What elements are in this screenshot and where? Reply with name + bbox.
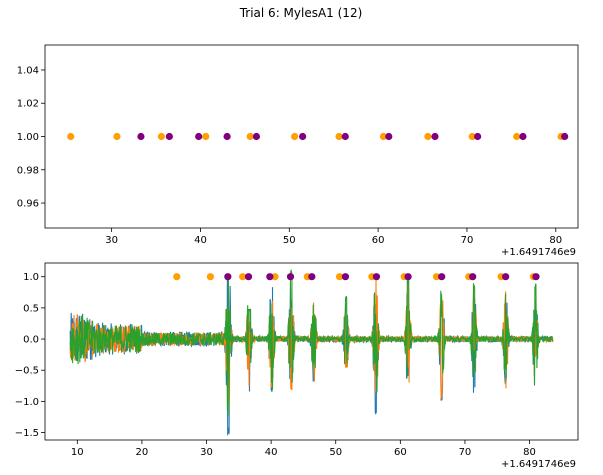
- top-point-orange: [291, 132, 299, 141]
- top-point-purple: [474, 132, 482, 141]
- bottom-marker-purple: [286, 273, 295, 281]
- bottom-xtick-label: 60: [394, 447, 407, 458]
- bottom-marker-purple: [502, 273, 510, 281]
- top-scatter-axes: 30 40 50 60 70 80 0.96 0.98 1.00 1.02 1.04 +1.64917…: [17, 44, 579, 258]
- top-xtick-label: 50: [283, 235, 296, 246]
- bottom-marker-purple: [224, 273, 232, 281]
- top-frame: [44, 44, 579, 229]
- bottom-ytick-label: 0.5: [23, 303, 39, 314]
- top-point-orange: [246, 132, 254, 141]
- bottom-marker-orange: [206, 273, 214, 281]
- bottom-marker-orange: [432, 273, 441, 281]
- bottom-series-line-3: [69, 269, 554, 416]
- figure-title: Trial 6: MylesA1 (12): [239, 6, 363, 20]
- bottom-ytick-label: −1.5: [15, 428, 39, 439]
- bottom-marker-purple: [308, 273, 316, 281]
- top-xtick-label: 70: [461, 235, 474, 246]
- top-ytick-label: 0.96: [17, 199, 39, 210]
- bottom-xtick-label: 30: [200, 447, 213, 458]
- bottom-marker-purple: [341, 273, 350, 281]
- bottom-marker-purple: [438, 273, 446, 281]
- bottom-xtick-label: 40: [265, 447, 278, 458]
- top-point-orange: [335, 132, 343, 141]
- top-point-purple: [223, 132, 231, 141]
- top-point-purple: [561, 132, 569, 141]
- top-point-orange: [67, 132, 75, 141]
- bottom-line-axes: 10 20 30 40 50 60 70 80 −1.5 −1.0 −0.5 0.0 0.5 1.0 +1.…: [15, 262, 579, 470]
- bottom-offset-label: +1.6491746e9: [501, 459, 576, 470]
- top-point-purple: [137, 132, 145, 141]
- bottom-marker-purple: [372, 273, 381, 281]
- bottom-xtick-label: 70: [459, 447, 472, 458]
- bottom-marker-purple: [266, 273, 274, 281]
- bottom-plot-area: [69, 269, 554, 436]
- bottom-ytick-label: −1.0: [15, 397, 39, 408]
- bottom-marker-orange: [336, 273, 344, 281]
- bottom-ytick-label: −0.5: [15, 366, 39, 377]
- top-point-purple: [299, 132, 307, 141]
- bottom-marker-orange: [173, 273, 181, 281]
- top-point-orange: [157, 132, 165, 141]
- top-point-orange: [468, 132, 476, 141]
- top-point-purple: [385, 132, 393, 141]
- top-xtick-label: 60: [372, 235, 385, 246]
- top-xtick-label: 80: [549, 235, 562, 246]
- top-point-purple: [195, 132, 203, 141]
- top-ytick-label: 1.00: [17, 132, 39, 143]
- top-ytick-label: 0.98: [17, 165, 39, 176]
- bottom-marker-orange: [271, 273, 279, 281]
- top-xtick-label: 30: [105, 235, 118, 246]
- bottom-marker-purple: [244, 273, 253, 281]
- top-point-orange: [113, 132, 121, 141]
- top-point-purple: [431, 132, 439, 141]
- top-point-purple: [165, 132, 173, 141]
- top-ytick-label: 1.04: [17, 65, 39, 76]
- top-point-orange: [424, 132, 432, 141]
- top-point-purple: [519, 132, 527, 141]
- bottom-frame: [44, 262, 579, 441]
- bottom-xtick-label: 10: [71, 447, 84, 458]
- top-offset-label: +1.6491746e9: [501, 247, 576, 258]
- bottom-marker-orange: [239, 273, 247, 281]
- top-ytick-label: 1.02: [17, 99, 39, 110]
- top-point-purple: [341, 132, 349, 141]
- top-point-purple: [252, 132, 261, 141]
- bottom-ytick-label: 0.0: [23, 335, 39, 346]
- bottom-ytick-label: 1.0: [23, 272, 39, 283]
- bottom-marker-purple: [404, 273, 412, 281]
- top-xtick-label: 40: [194, 235, 207, 246]
- bottom-xtick-label: 50: [329, 447, 342, 458]
- top-point-orange: [379, 132, 388, 141]
- bottom-xtick-label: 80: [523, 447, 536, 458]
- bottom-marker-purple: [469, 273, 477, 281]
- top-point-orange: [202, 132, 210, 141]
- top-point-orange: [513, 132, 521, 141]
- bottom-xtick-label: 20: [136, 447, 149, 458]
- bottom-marker-purple: [532, 273, 540, 281]
